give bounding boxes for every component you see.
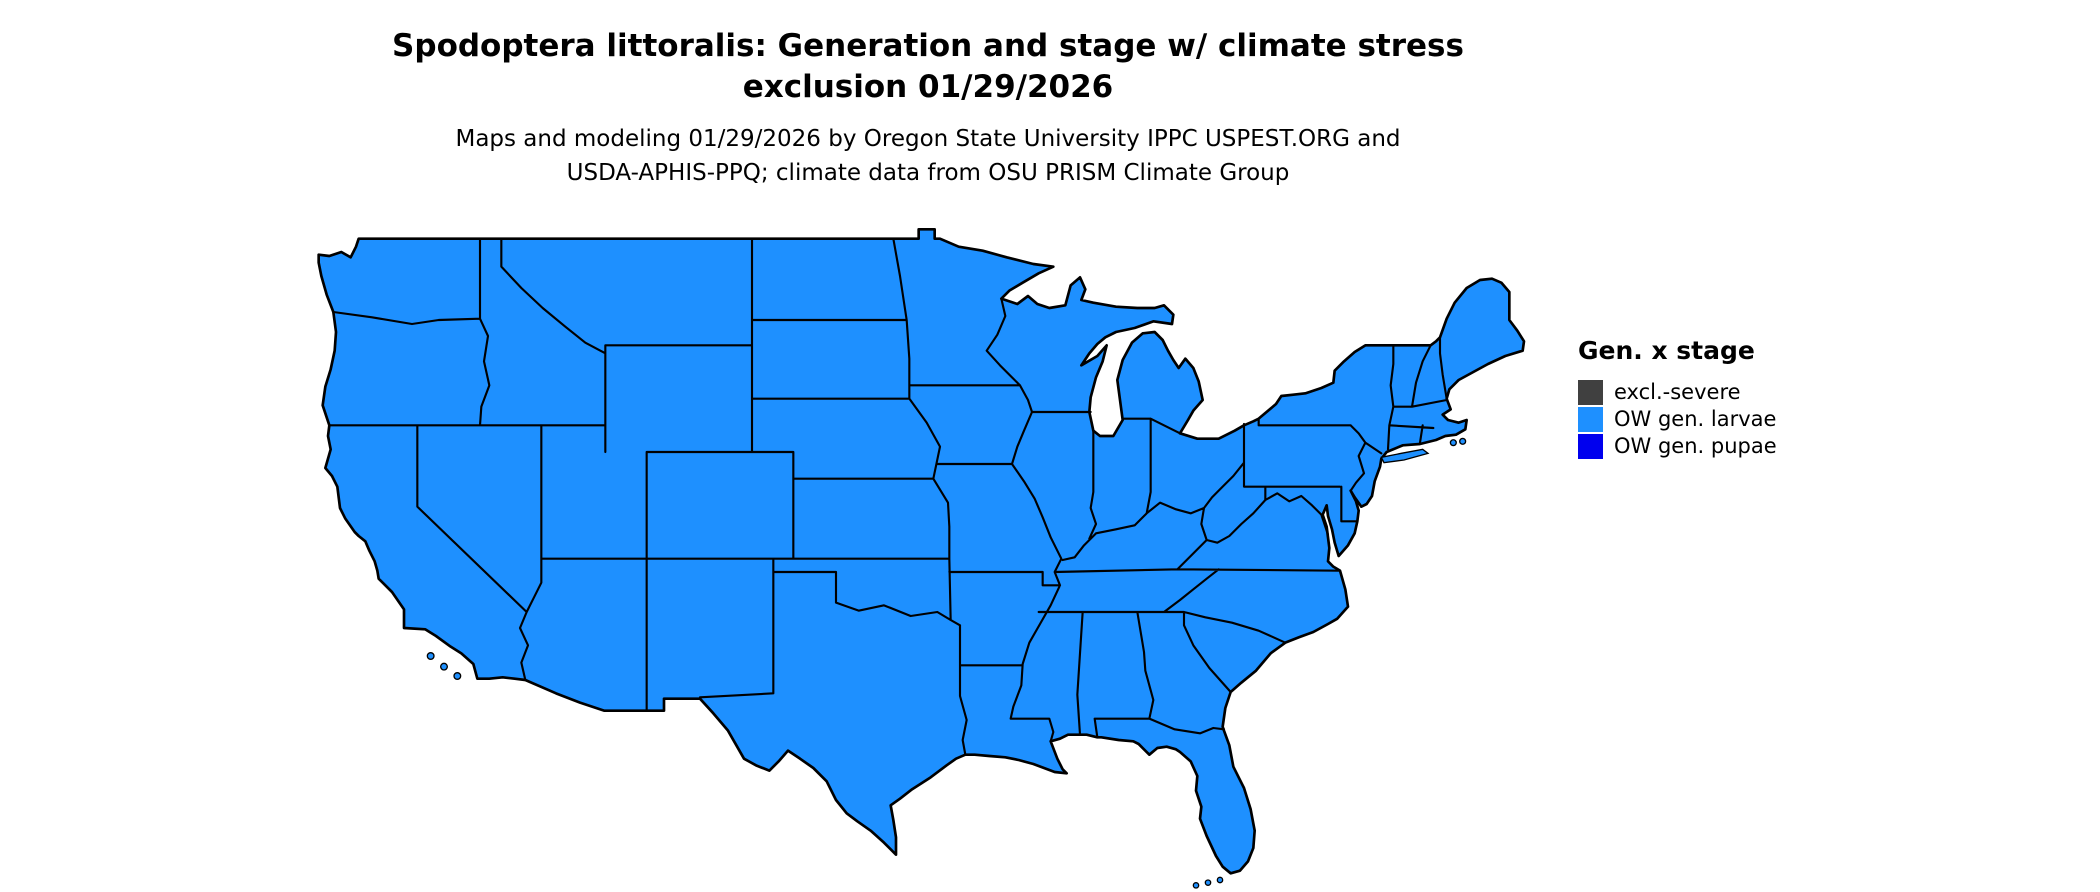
long-island-shape: [1380, 448, 1430, 464]
conus-landmass-shape: [317, 228, 1526, 875]
plot-title: Spodoptera littoralis: Generation and st…: [128, 26, 1728, 108]
plot-title-line2: exclusion 01/29/2026: [742, 69, 1114, 105]
coastal-islands: [426, 437, 1467, 889]
nantucket-island-dot: [1449, 439, 1457, 447]
plot-subtitle-line2: USDA-APHIS-PPQ; climate data from OSU PR…: [566, 160, 1290, 186]
florida-keys-dot: [1192, 881, 1200, 889]
legend-label-ow-gen-pupae: OW gen. pupae: [1614, 434, 1777, 458]
legend-item-excl-severe: excl.-severe: [1578, 379, 1777, 405]
map-legend: Gen. x stage excl.-severe OW gen. larvae…: [1578, 336, 1777, 460]
florida-keys-dot: [1204, 879, 1212, 886]
plot-title-line1: Spodoptera littoralis: Generation and st…: [392, 28, 1464, 64]
plot-subtitle: Maps and modeling 01/29/2026 by Oregon S…: [128, 122, 1728, 190]
legend-label-excl-severe: excl.-severe: [1614, 380, 1741, 404]
channel-island-dot: [426, 652, 435, 660]
legend-swatch-ow-gen-larvae: [1578, 406, 1603, 432]
florida-keys-dot: [1216, 876, 1224, 884]
channel-island-dot: [440, 662, 448, 671]
legend-item-ow-gen-pupae: OW gen. pupae: [1578, 433, 1777, 459]
us-map: [317, 228, 1526, 889]
marthas-vineyard-island-dot: [1459, 437, 1467, 445]
plot-subtitle-line1: Maps and modeling 01/29/2026 by Oregon S…: [455, 126, 1401, 152]
legend-swatch-ow-gen-pupae: [1578, 433, 1603, 459]
legend-title: Gen. x stage: [1578, 336, 1755, 365]
legend-item-ow-gen-larvae: OW gen. larvae: [1578, 406, 1777, 432]
us-map-container: [315, 212, 1529, 892]
channel-island-dot: [453, 672, 462, 680]
state-borders: [328, 237, 1448, 756]
legend-label-ow-gen-larvae: OW gen. larvae: [1614, 407, 1777, 431]
legend-swatch-excl-severe: [1578, 379, 1603, 405]
